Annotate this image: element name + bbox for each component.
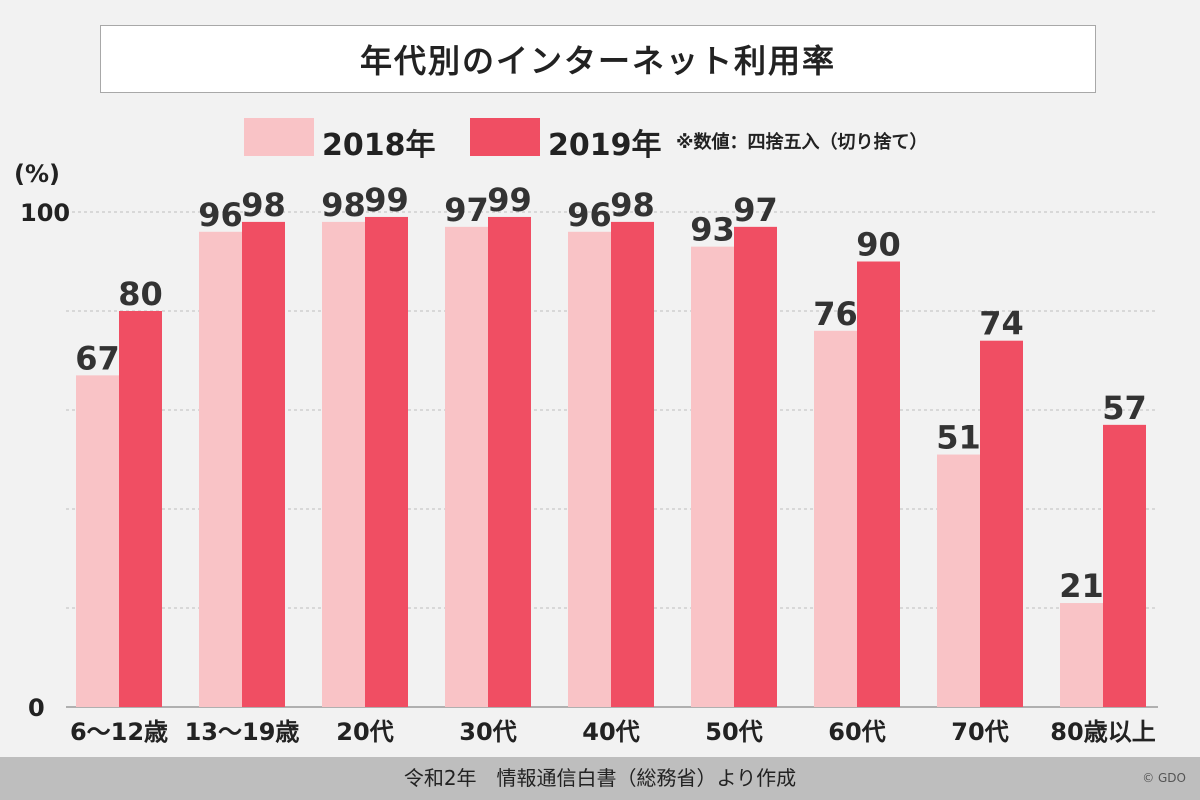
bar: [814, 330, 857, 707]
data-label: 97: [733, 191, 778, 229]
data-label: 93: [690, 211, 735, 249]
data-label: 98: [241, 186, 286, 224]
legend-label-2019: 2019年: [548, 128, 662, 163]
bar: [322, 221, 365, 707]
category-label: 6～12歳: [70, 718, 168, 746]
rounding-note: ※数値：四捨五入（切り捨て）: [676, 132, 928, 153]
data-label: 21: [1059, 567, 1104, 605]
data-label: 57: [1102, 389, 1147, 427]
category-label: 60代: [828, 718, 885, 746]
data-label: 80: [118, 275, 163, 313]
bar: [568, 231, 611, 708]
data-label: 98: [610, 186, 655, 224]
category-label: 80歳以上: [1050, 718, 1155, 746]
data-label: 99: [364, 181, 409, 219]
category-label: 20代: [336, 718, 393, 746]
bar: [857, 261, 900, 707]
bar: [691, 246, 734, 707]
data-label: 74: [979, 305, 1024, 343]
footer-bar: 令和2年 情報通信白書（総務省）より作成 © GDO: [0, 757, 1200, 800]
legend-swatch-2018: [244, 118, 314, 156]
data-label: 97: [444, 191, 489, 229]
bar: [242, 221, 285, 707]
legend-swatch-2019: [470, 118, 540, 156]
data-label: 99: [487, 181, 532, 219]
bar: [199, 231, 242, 708]
y-tick-label: 100: [20, 199, 70, 227]
data-label: 76: [813, 295, 858, 333]
bar: [365, 216, 408, 707]
bar: [76, 375, 119, 707]
copyright-credit: © GDO: [1142, 771, 1186, 785]
bar: [734, 226, 777, 707]
y-tick-label: 0: [28, 694, 45, 722]
bar: [119, 311, 162, 707]
bar: [980, 340, 1023, 707]
data-label: 67: [75, 339, 120, 377]
bar: [488, 216, 531, 707]
category-label: 70代: [951, 718, 1008, 746]
source-text: 令和2年 情報通信白書（総務省）より作成: [403, 766, 797, 790]
bar: [611, 221, 654, 707]
bar: [1103, 424, 1146, 707]
category-label: 13～19歳: [185, 718, 300, 746]
bar: [445, 226, 488, 707]
bar: [937, 454, 980, 707]
data-label: 98: [321, 186, 366, 224]
chart-title: 年代別のインターネット利用率: [100, 25, 1096, 93]
legend-label-2018: 2018年: [322, 128, 436, 163]
category-label: 50代: [705, 718, 762, 746]
bar: [1060, 603, 1103, 707]
data-label: 90: [856, 226, 901, 264]
data-label: 96: [567, 196, 612, 234]
data-label: 51: [936, 419, 981, 457]
category-label: 30代: [459, 718, 516, 746]
data-label: 96: [198, 196, 243, 234]
y-axis-unit-label: (%): [14, 160, 60, 188]
category-label: 40代: [582, 718, 639, 746]
